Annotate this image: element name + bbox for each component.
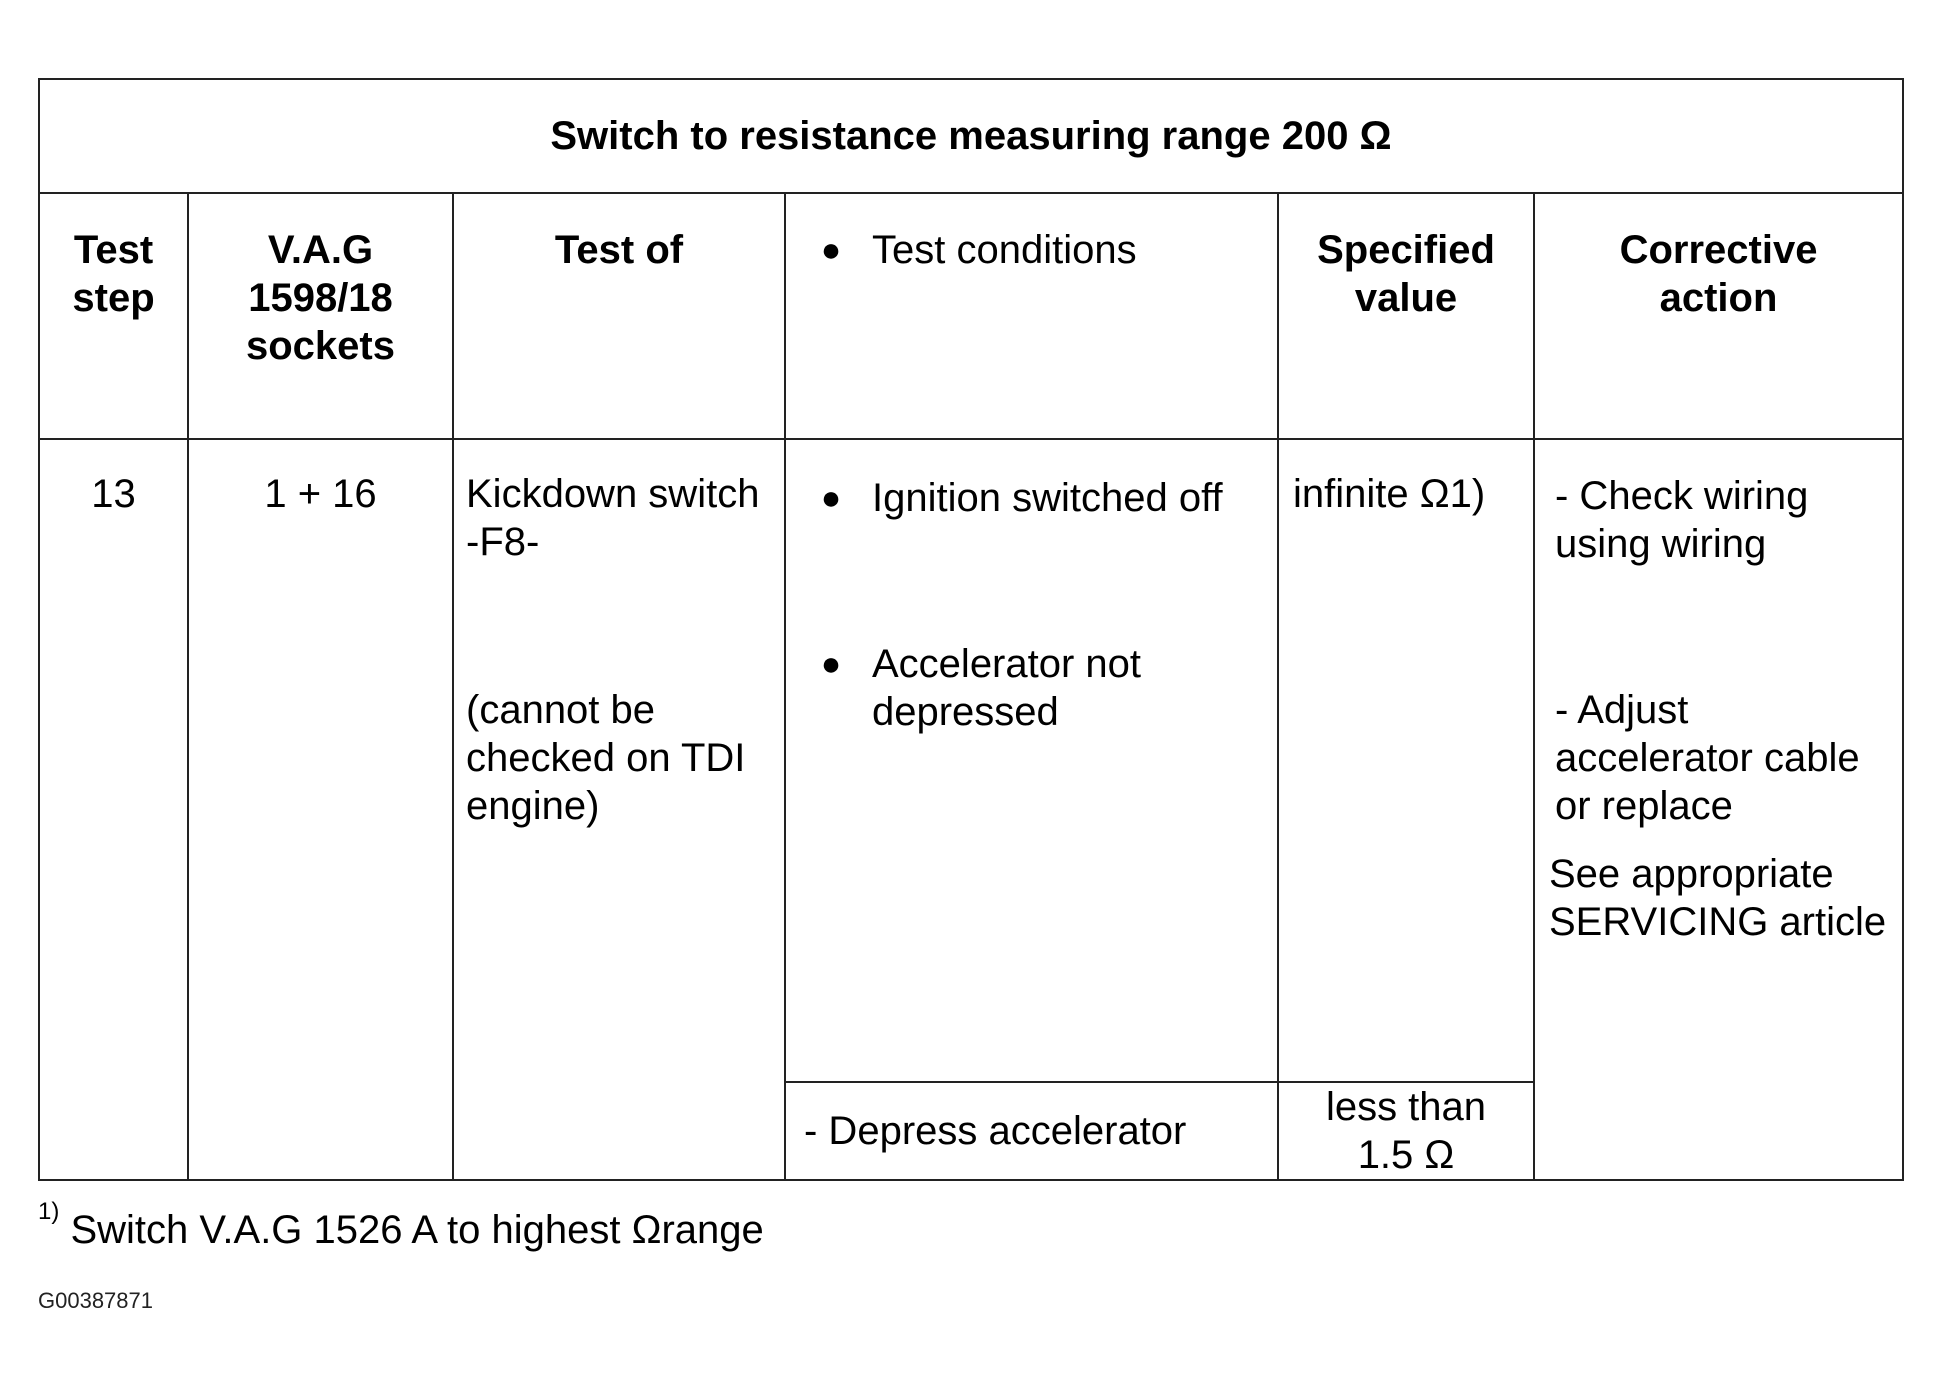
condition-item: ● Ignition switched off: [786, 474, 1267, 522]
test-table: Switch to resistance measuring range 200…: [38, 78, 1904, 1181]
table-title: Switch to resistance measuring range 200…: [38, 78, 1904, 194]
header-test-step: Test step: [38, 192, 189, 440]
cell-corrective-action: - Check wiring using wiring - Adjust acc…: [1533, 438, 1904, 1181]
bullet-icon: ●: [820, 645, 842, 683]
action-servicing-ref: See appropriate SERVICING article: [1549, 852, 1887, 944]
action-adjust-cable: - Adjust accelerator cable or replace: [1555, 688, 1860, 828]
cell-test-of: Kickdown switch -F8- (cannot be checked …: [452, 438, 786, 1181]
test-of-component: Kickdown switch -F8-: [466, 472, 760, 564]
footnote: 1) Switch V.A.G 1526 A to highest Ωrange: [38, 1200, 764, 1253]
action-check-wiring: - Check wiring using wiring: [1555, 474, 1809, 566]
header-corrective-action: Corrective action: [1533, 192, 1904, 440]
cell-specified-value-2: less than 1.5 Ω: [1277, 1081, 1535, 1181]
header-specified-value: Specified value: [1277, 192, 1535, 440]
cell-test-conditions: ● Ignition switched off ● Accelerator no…: [784, 438, 1279, 1083]
bullet-icon: ●: [820, 231, 842, 269]
header-test-conditions: ● Test conditions: [784, 192, 1279, 440]
footnote-text: Switch V.A.G 1526 A to highest Ωrange: [70, 1208, 764, 1252]
cell-condition-2: - Depress accelerator: [784, 1081, 1279, 1181]
condition-item: ● Accelerator not depressed: [786, 640, 1267, 736]
header-sockets: V.A.G 1598/18 sockets: [187, 192, 454, 440]
footnote-marker: 1): [38, 1198, 60, 1225]
bullet-icon: ●: [820, 479, 842, 517]
cell-sockets: 1 + 16: [187, 438, 454, 1181]
cell-test-step: 13: [38, 438, 189, 1181]
figure-id: G00387871: [38, 1288, 153, 1313]
cell-specified-value-1: infinite Ω1): [1277, 438, 1535, 1083]
header-test-of: Test of: [452, 192, 786, 440]
test-of-note: (cannot be checked on TDI engine): [466, 688, 746, 828]
